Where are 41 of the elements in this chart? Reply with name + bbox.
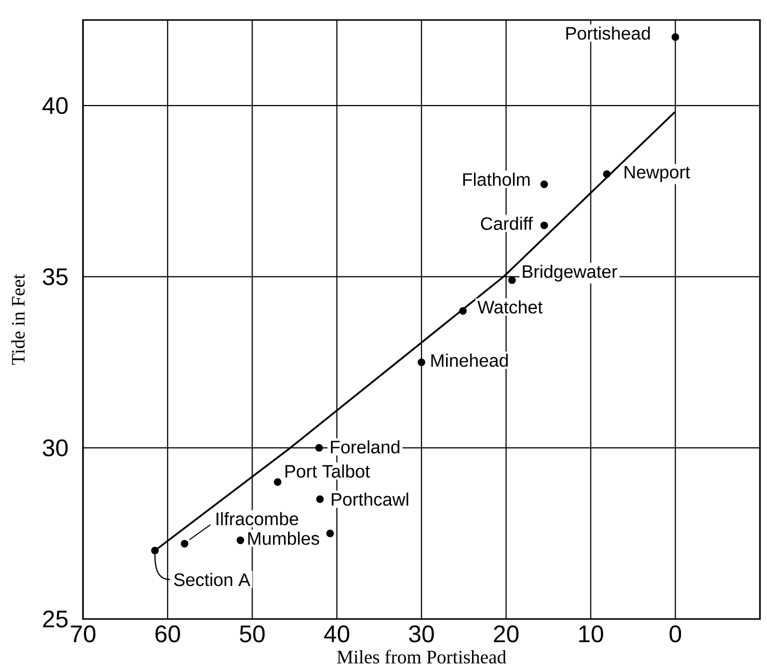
y-tick-label: 25: [43, 610, 68, 628]
annotation: Cardiff: [481, 216, 533, 230]
point: [315, 444, 323, 452]
point: [180, 540, 188, 548]
x-tick-label: 50: [240, 625, 265, 642]
x-tick-label: 70: [70, 625, 96, 642]
annotation: Newport: [624, 166, 690, 182]
point: [418, 358, 426, 366]
x-tick-label: 30: [409, 625, 434, 642]
point: [540, 180, 548, 188]
point: [540, 222, 548, 230]
y-tick-label: 40: [42, 97, 68, 114]
point: [508, 276, 516, 284]
x-axis-title: Miles from Portishead: [337, 650, 506, 664]
x-tick-label: 20: [494, 625, 519, 642]
point: [459, 307, 467, 315]
annotation: Section A: [174, 572, 250, 586]
point: [603, 170, 611, 178]
y-tick-label: 35: [42, 268, 68, 286]
point: [326, 530, 334, 538]
point: [274, 478, 282, 486]
x-tick-label: 10: [579, 625, 604, 642]
x-tick-label: 60: [155, 625, 180, 642]
y-axis-title: Tide in Feet: [11, 274, 25, 365]
annotation: Minehead: [431, 354, 508, 367]
point: [151, 546, 159, 554]
point: [672, 33, 680, 41]
annotation: Flatholm: [463, 172, 530, 186]
annotation: Mumbles: [248, 532, 320, 545]
y-tick-label: 30: [42, 439, 68, 456]
annotation: Watchet: [477, 300, 543, 314]
point: [236, 536, 244, 544]
annotation: Foreland: [330, 440, 400, 454]
x-tick-label: 0: [670, 625, 682, 642]
annotation: Portishead: [566, 26, 650, 40]
annotation: Bridgewater: [522, 264, 618, 282]
annotation: Port Talbot: [286, 464, 370, 478]
annotation: Ilfracombe: [216, 512, 298, 526]
annotation: Porthcawl: [332, 492, 408, 506]
point: [316, 495, 324, 503]
x-tick-label: 40: [324, 625, 350, 642]
